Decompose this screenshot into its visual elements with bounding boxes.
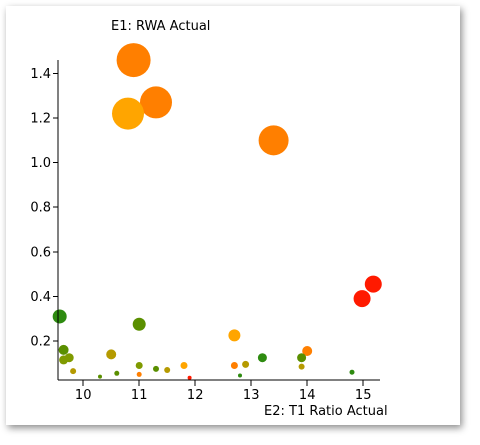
scatter-point[interactable] (106, 349, 117, 360)
y-axis-title: E1: RWA Actual (111, 19, 210, 34)
y-tick-label: 1.0 (30, 156, 51, 171)
y-tick-label: 0.4 (30, 290, 51, 305)
x-tick-label: 14 (299, 388, 316, 403)
chart-card (6, 6, 460, 425)
y-tick-label: 0.6 (30, 245, 51, 260)
scatter-point[interactable] (140, 86, 172, 119)
y-tick-label: 1.4 (30, 67, 51, 82)
scatter-point[interactable] (98, 374, 102, 379)
x-axis-ticks: 10 11 12 13 14 15 (75, 380, 372, 403)
scatter-point[interactable] (132, 317, 146, 331)
scatter-point[interactable] (59, 355, 69, 365)
chart-marks-group (52, 43, 382, 380)
scatter-point[interactable] (258, 125, 289, 156)
scatter-point[interactable] (112, 97, 144, 130)
scatter-point[interactable] (52, 309, 67, 324)
y-axis-ticks: 0.2 0.4 0.6 0.8 1.0 1.2 1.4 (30, 67, 58, 349)
scatter-point[interactable] (257, 353, 267, 363)
scatter-point[interactable] (58, 344, 69, 355)
scatter-point[interactable] (164, 366, 171, 373)
scatter-point[interactable] (349, 369, 355, 375)
scatter-point[interactable] (228, 329, 241, 342)
scatter-point[interactable] (114, 370, 120, 376)
scatter-point[interactable] (238, 373, 242, 378)
scatter-point[interactable] (297, 353, 307, 363)
scatter-point[interactable] (116, 43, 151, 78)
scatter-point[interactable] (153, 365, 159, 372)
x-axis-title: E2: T1 Ratio Actual (264, 404, 388, 419)
scatter-point[interactable] (187, 375, 192, 380)
scatter-point[interactable] (364, 275, 382, 293)
scatter-point[interactable] (242, 360, 250, 368)
scatter-point[interactable] (70, 368, 77, 375)
x-tick-label: 15 (355, 388, 372, 403)
scatter-point[interactable] (135, 362, 143, 370)
x-tick-label: 13 (243, 388, 260, 403)
scatter-point[interactable] (353, 290, 371, 308)
y-tick-label: 0.8 (30, 201, 51, 216)
x-tick-label: 11 (131, 388, 148, 403)
scatter-point[interactable] (302, 346, 313, 357)
y-tick-label: 1.2 (30, 112, 51, 127)
x-tick-label: 10 (75, 388, 92, 403)
scatter-point[interactable] (230, 362, 238, 370)
scatter-point[interactable] (180, 362, 188, 370)
scatter-point[interactable] (298, 363, 305, 370)
scatter-point[interactable] (136, 371, 142, 377)
y-tick-label: 0.2 (30, 334, 51, 349)
x-tick-label: 12 (187, 388, 204, 403)
